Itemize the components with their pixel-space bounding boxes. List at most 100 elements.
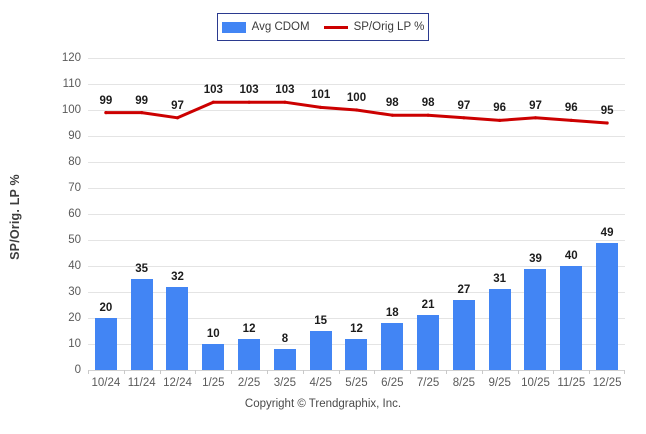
x-axis-tick-mark — [302, 370, 304, 374]
gridline — [88, 84, 625, 85]
gridline — [88, 266, 625, 267]
y-axis-tick-label: 20 — [68, 312, 81, 324]
line-point[interactable] — [390, 113, 394, 117]
x-axis-tick-mark — [517, 370, 519, 374]
bar[interactable] — [381, 323, 404, 370]
x-axis-tick-label: 12/25 — [592, 377, 622, 389]
bar[interactable] — [345, 338, 368, 370]
line-point[interactable] — [354, 108, 359, 112]
line-point[interactable] — [283, 100, 287, 104]
bar[interactable] — [202, 344, 225, 370]
bar-value-label: 35 — [135, 263, 149, 275]
bar-slot: 32 — [160, 58, 196, 370]
bar-slot: 12 — [339, 58, 375, 370]
x-axis-tick-label: 11/24 — [127, 377, 156, 389]
line-point[interactable] — [175, 116, 180, 120]
line-value-label: 97 — [171, 99, 184, 112]
line-point[interactable] — [533, 116, 538, 120]
line-point[interactable] — [247, 100, 251, 104]
bar-value-label: 18 — [385, 307, 399, 320]
bar-value-label: 10 — [206, 328, 220, 340]
bar-value-label: 39 — [529, 252, 542, 265]
bar[interactable] — [273, 349, 296, 370]
line-swatch-icon — [323, 25, 348, 29]
bar-value-label: 21 — [421, 299, 435, 312]
y-axis-tick-label: 100 — [61, 104, 81, 116]
bar[interactable] — [560, 266, 583, 370]
bar-slot: 39 — [518, 58, 554, 370]
bar[interactable] — [166, 286, 189, 370]
legend-label-sp-orig-lp: SP/Orig LP % — [353, 21, 425, 33]
line-value-label: 99 — [99, 94, 113, 107]
line-point[interactable] — [462, 116, 466, 120]
bar-value-label: 49 — [600, 226, 614, 239]
x-axis-tick-label: 5/25 — [345, 377, 368, 389]
x-axis-tick-label: 1/25 — [202, 377, 225, 389]
x-axis-tick-label: 8/25 — [452, 377, 476, 389]
y-axis-tick-label: 60 — [68, 208, 81, 220]
bar-slot: 12 — [231, 58, 267, 370]
legend-item-sp-orig-lp[interactable]: SP/Orig LP % — [323, 21, 425, 33]
y-axis-tick-label: 40 — [68, 260, 81, 272]
x-axis-tick-label: 3/25 — [273, 377, 297, 389]
line-value-label: 98 — [421, 97, 435, 110]
bar-slot: 31 — [482, 58, 518, 370]
line-point[interactable] — [211, 100, 215, 104]
gridline — [88, 58, 625, 59]
x-axis-tick-mark — [338, 370, 340, 374]
x-axis-tick-label: 7/25 — [416, 377, 440, 389]
line-point[interactable] — [104, 111, 108, 115]
x-axis-tick-label: 9/25 — [488, 377, 511, 389]
x-axis-tick-mark — [481, 370, 483, 374]
line-point[interactable] — [569, 118, 573, 122]
bar[interactable] — [524, 268, 547, 370]
x-axis-tick-mark — [88, 370, 89, 374]
bar[interactable] — [94, 318, 117, 370]
legend-item-avg-cdom[interactable]: Avg CDOM — [221, 21, 310, 33]
bar[interactable] — [452, 299, 475, 370]
bar-slot: 35 — [124, 58, 160, 370]
y-axis-tick-label: 70 — [68, 182, 81, 194]
y-axis-tick-label: 110 — [62, 78, 81, 90]
y-axis-tick-label: 90 — [68, 130, 81, 142]
line-value-label: 96 — [493, 102, 507, 115]
line-point[interactable] — [605, 121, 609, 125]
bar[interactable] — [417, 315, 440, 370]
gridline — [88, 136, 625, 137]
x-axis-tick-mark — [446, 370, 447, 374]
bar[interactable] — [309, 331, 332, 370]
bar-value-label: 15 — [314, 315, 328, 327]
bar[interactable] — [130, 279, 153, 370]
copyright-notice: Copyright © Trendgraphix, Inc. — [244, 398, 402, 410]
x-axis-tick-label: 10/25 — [521, 377, 550, 389]
line-value-label: 97 — [457, 99, 471, 112]
y-axis-tick-label: 10 — [68, 338, 81, 350]
gridline — [88, 370, 625, 371]
line-value-label: 96 — [564, 102, 578, 115]
chart-legend: Avg CDOM SP/Orig LP % — [217, 13, 429, 41]
y-axis-tick-label: 80 — [68, 156, 81, 168]
x-axis-tick-label: 2/25 — [237, 377, 261, 389]
line-value-label: 99 — [135, 94, 149, 107]
bar-slot: 40 — [553, 58, 589, 370]
x-axis-tick-mark — [374, 370, 376, 374]
x-axis-tick-mark — [123, 370, 125, 374]
x-axis-tick-mark — [553, 370, 555, 374]
line-value-label: 101 — [311, 89, 331, 102]
line-value-labels: 99 99 97 103 103 103 101 100 98 98 97 96 97 96 95 — [88, 58, 625, 370]
line-point[interactable] — [498, 118, 502, 122]
line-point[interactable] — [319, 105, 323, 109]
bar[interactable] — [238, 338, 261, 370]
x-axis-tick-mark — [624, 370, 625, 374]
bar[interactable] — [596, 242, 619, 370]
bar-swatch-icon — [221, 21, 246, 33]
line-value-label: 103 — [239, 84, 259, 97]
line-point[interactable] — [426, 113, 430, 117]
bar-slot: 49 — [589, 58, 625, 370]
bar[interactable] — [488, 289, 511, 370]
plot-area: 0 10 20 30 40 50 60 70 80 90 100 110 120 20 35 32 10 12 8… — [62, 52, 625, 376]
line-point[interactable] — [140, 111, 144, 115]
x-axis-tick-label: 10/24 — [91, 377, 121, 389]
gridline — [88, 292, 625, 293]
